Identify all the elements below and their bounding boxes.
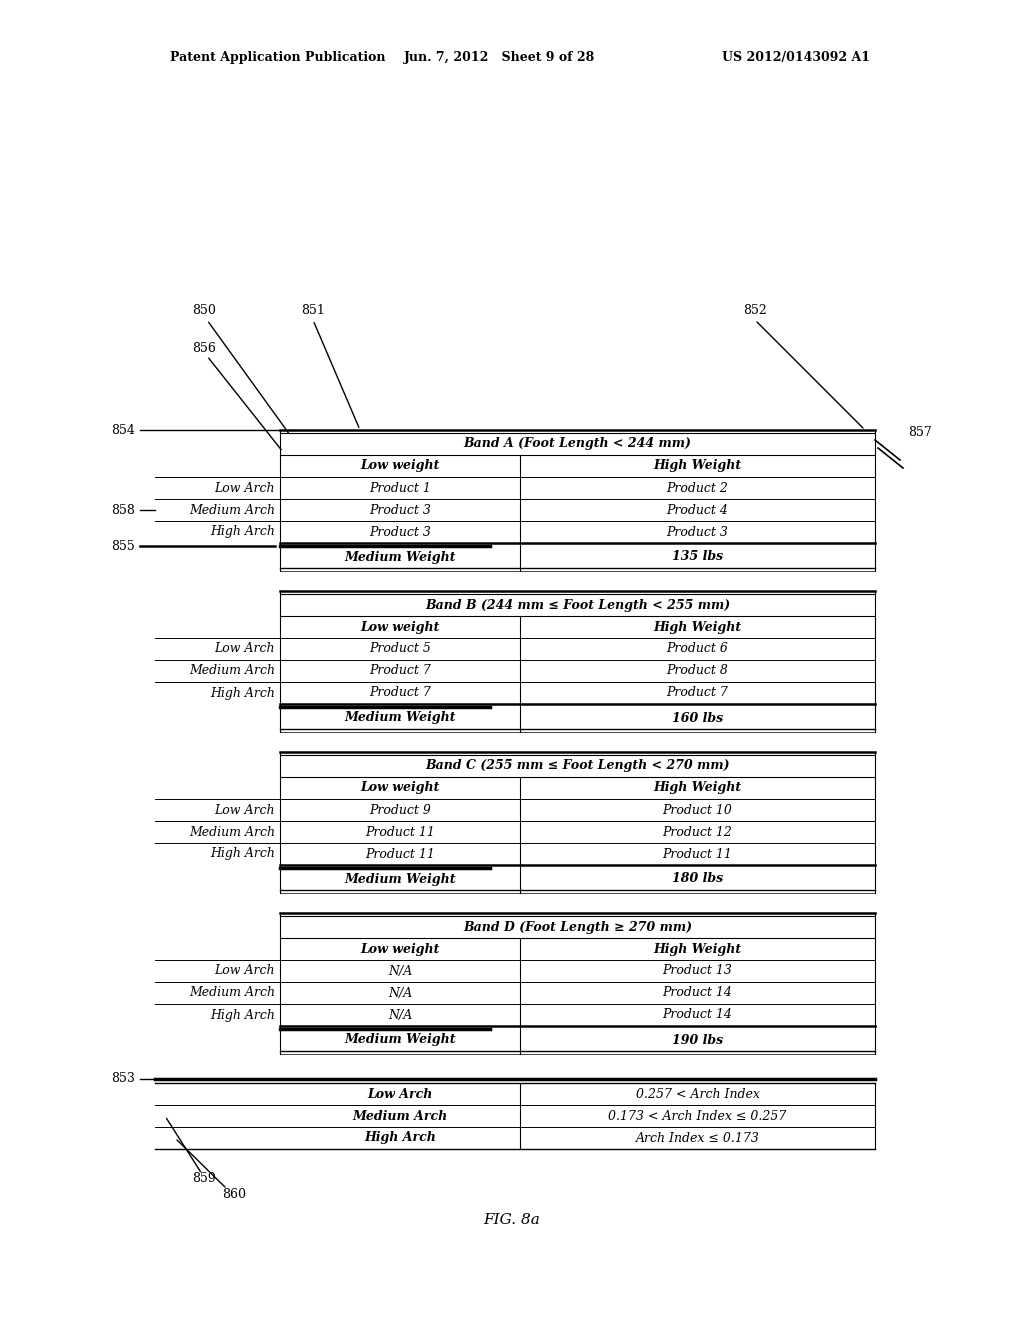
- Text: Low Arch: Low Arch: [214, 482, 275, 495]
- Text: 850: 850: [193, 304, 216, 317]
- Text: N/A: N/A: [388, 986, 412, 999]
- Text: Low Arch: Low Arch: [214, 643, 275, 656]
- Text: Low weight: Low weight: [360, 781, 439, 795]
- Text: Medium Arch: Medium Arch: [189, 664, 275, 677]
- Text: Medium Arch: Medium Arch: [189, 503, 275, 516]
- Text: Product 14: Product 14: [663, 1008, 732, 1022]
- Text: High Weight: High Weight: [653, 459, 741, 473]
- Text: Medium Arch: Medium Arch: [189, 986, 275, 999]
- Text: 852: 852: [743, 304, 767, 317]
- Text: 0.173 < Arch Index ≤ 0.257: 0.173 < Arch Index ≤ 0.257: [608, 1110, 786, 1122]
- Text: Medium Arch: Medium Arch: [189, 825, 275, 838]
- Text: Product 1: Product 1: [369, 482, 431, 495]
- Text: 0.257 < Arch Index: 0.257 < Arch Index: [636, 1088, 760, 1101]
- Text: Product 11: Product 11: [663, 847, 732, 861]
- Text: Low Arch: Low Arch: [214, 804, 275, 817]
- Text: Product 3: Product 3: [369, 503, 431, 516]
- Text: High Weight: High Weight: [653, 620, 741, 634]
- Text: Medium Weight: Medium Weight: [344, 873, 456, 886]
- Text: Product 7: Product 7: [667, 686, 728, 700]
- Text: 855: 855: [112, 540, 135, 553]
- Text: Product 5: Product 5: [369, 643, 431, 656]
- Text: Product 3: Product 3: [667, 525, 728, 539]
- Text: High Arch: High Arch: [210, 847, 275, 861]
- Text: Product 10: Product 10: [663, 804, 732, 817]
- Text: Product 12: Product 12: [663, 825, 732, 838]
- Text: 851: 851: [301, 304, 325, 317]
- Text: Product 11: Product 11: [366, 825, 435, 838]
- Text: Product 8: Product 8: [667, 664, 728, 677]
- Text: Low weight: Low weight: [360, 459, 439, 473]
- Text: N/A: N/A: [388, 1008, 412, 1022]
- Text: Product 11: Product 11: [366, 847, 435, 861]
- Text: 190 lbs: 190 lbs: [672, 1034, 723, 1047]
- Text: Medium Arch: Medium Arch: [352, 1110, 447, 1122]
- Text: 859: 859: [193, 1172, 216, 1185]
- Text: Low Arch: Low Arch: [368, 1088, 433, 1101]
- Text: 854: 854: [112, 424, 135, 437]
- Text: Low Arch: Low Arch: [214, 965, 275, 978]
- Text: Patent Application Publication: Patent Application Publication: [170, 51, 385, 65]
- Text: 856: 856: [193, 342, 216, 355]
- Text: High Arch: High Arch: [210, 1008, 275, 1022]
- Text: Band B (244 mm ≤ Foot Length < 255 mm): Band B (244 mm ≤ Foot Length < 255 mm): [425, 598, 730, 611]
- Text: Medium Weight: Medium Weight: [344, 711, 456, 725]
- Text: Arch Index ≤ 0.173: Arch Index ≤ 0.173: [636, 1131, 760, 1144]
- Text: Product 3: Product 3: [369, 525, 431, 539]
- Text: Product 13: Product 13: [663, 965, 732, 978]
- Text: N/A: N/A: [388, 965, 412, 978]
- Text: Low weight: Low weight: [360, 620, 439, 634]
- Text: 160 lbs: 160 lbs: [672, 711, 723, 725]
- Text: Band C (255 mm ≤ Foot Length < 270 mm): Band C (255 mm ≤ Foot Length < 270 mm): [425, 759, 730, 772]
- Text: 853: 853: [112, 1072, 135, 1085]
- Text: Low weight: Low weight: [360, 942, 439, 956]
- Text: Product 6: Product 6: [667, 643, 728, 656]
- Text: FIG. 8a: FIG. 8a: [483, 1213, 541, 1228]
- Text: 858: 858: [112, 503, 135, 516]
- Text: Product 2: Product 2: [667, 482, 728, 495]
- Text: High Arch: High Arch: [210, 525, 275, 539]
- Text: Product 4: Product 4: [667, 503, 728, 516]
- Text: 180 lbs: 180 lbs: [672, 873, 723, 886]
- Text: Product 7: Product 7: [369, 664, 431, 677]
- Text: 135 lbs: 135 lbs: [672, 550, 723, 564]
- Text: US 2012/0143092 A1: US 2012/0143092 A1: [722, 51, 870, 65]
- Text: 860: 860: [222, 1188, 246, 1200]
- Text: Medium Weight: Medium Weight: [344, 550, 456, 564]
- Text: High Arch: High Arch: [210, 686, 275, 700]
- Text: 857: 857: [908, 425, 932, 438]
- Text: High Arch: High Arch: [365, 1131, 436, 1144]
- Text: High Weight: High Weight: [653, 781, 741, 795]
- Text: Product 9: Product 9: [369, 804, 431, 817]
- Text: Jun. 7, 2012   Sheet 9 of 28: Jun. 7, 2012 Sheet 9 of 28: [404, 51, 596, 65]
- Text: Product 7: Product 7: [369, 686, 431, 700]
- Text: High Weight: High Weight: [653, 942, 741, 956]
- Text: Band A (Foot Length < 244 mm): Band A (Foot Length < 244 mm): [464, 437, 691, 450]
- Text: Band D (Foot Length ≥ 270 mm): Band D (Foot Length ≥ 270 mm): [463, 920, 692, 933]
- Text: Medium Weight: Medium Weight: [344, 1034, 456, 1047]
- Text: Product 14: Product 14: [663, 986, 732, 999]
